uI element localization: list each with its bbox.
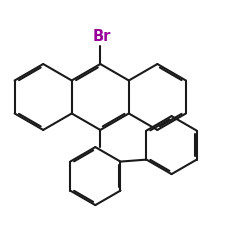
Text: Br: Br — [93, 28, 111, 44]
